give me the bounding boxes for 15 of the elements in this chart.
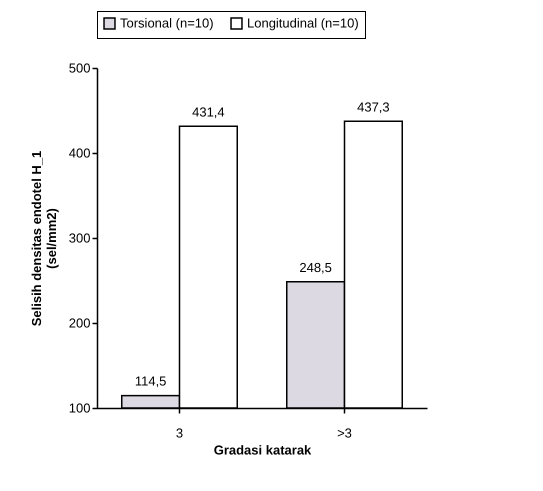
y-tick-label: 100	[68, 400, 90, 416]
y-tick-label: 200	[68, 316, 90, 330]
data-label: 248,5	[299, 260, 332, 275]
data-label: 114,5	[134, 374, 166, 389]
x-tick-label: >3	[337, 426, 352, 440]
y-axis-title: Selisih densitas endotel H_1 (sel/mm2)	[28, 150, 59, 326]
x-axis-title: Gradasi katarak	[214, 442, 312, 458]
x-tick-label: 3	[176, 426, 184, 440]
data-label: 437,3	[357, 99, 390, 114]
legend-label: Torsional (n=10)	[120, 16, 214, 31]
y-tick-label: 300	[68, 230, 90, 246]
legend-label: Longitudinal (n=10)	[247, 16, 359, 31]
y-tick-label: 500	[68, 60, 90, 76]
data-label: 431,4	[192, 104, 225, 120]
y-tick-label: 400	[68, 146, 90, 160]
